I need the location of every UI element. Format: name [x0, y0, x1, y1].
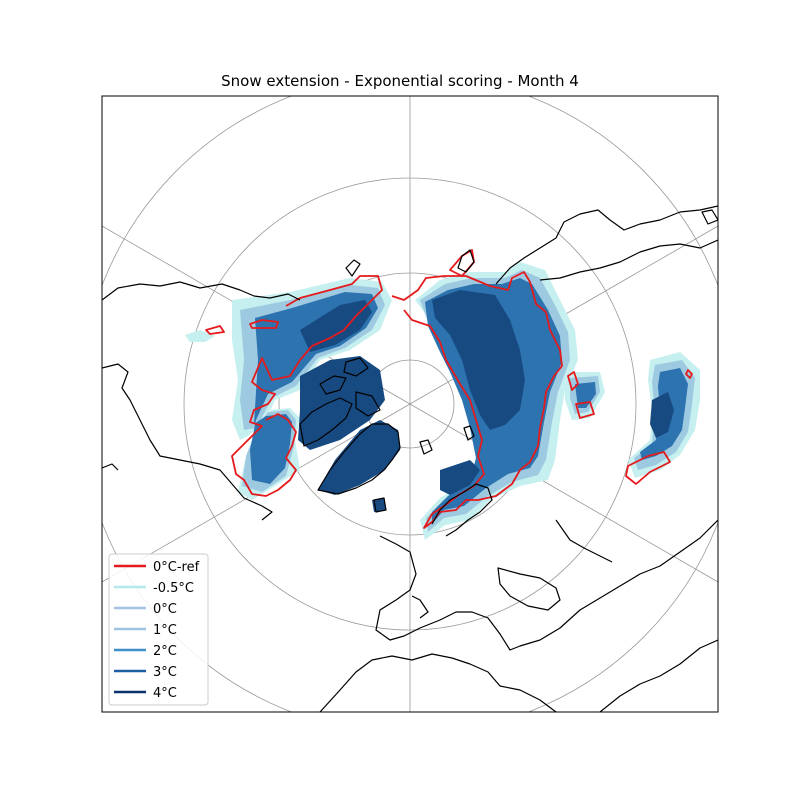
- map-frame: [101, 95, 719, 713]
- legend-box: [108, 553, 209, 706]
- legend-label: 3°C: [153, 665, 177, 680]
- legend-label: 0°C: [153, 602, 177, 617]
- reference-contour: [205, 249, 693, 529]
- legend-label: 0°C-ref: [153, 560, 200, 575]
- map-title: Snow extension - Exponential scoring - M…: [221, 72, 579, 90]
- legend-label: 1°C: [153, 623, 177, 638]
- legend-label: 4°C: [153, 686, 177, 701]
- legend-label: 2°C: [153, 644, 177, 659]
- legend: 0°C-ref -0.5°C 0°C 1°C 2°C 3°C 4°C: [108, 553, 209, 706]
- coastlines: [102, 205, 718, 712]
- graticule: [102, 96, 718, 712]
- legend-label: -0.5°C: [153, 581, 194, 596]
- snow-layer-c4: [298, 290, 674, 512]
